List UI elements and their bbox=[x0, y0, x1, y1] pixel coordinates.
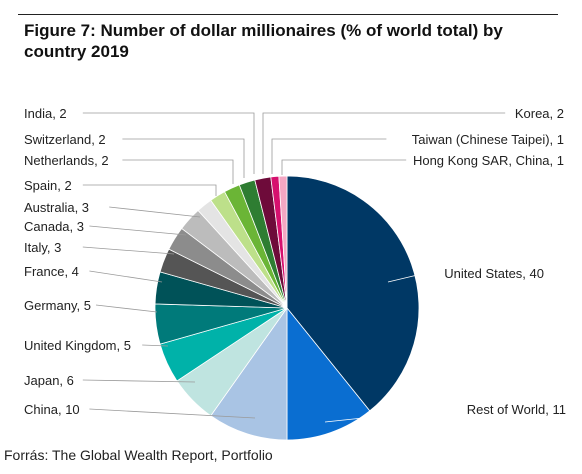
leader-germany bbox=[95, 304, 158, 313]
slice-china bbox=[210, 306, 288, 441]
source-note: Forrás: The Global Wealth Report, Portfo… bbox=[4, 447, 273, 463]
label-korea: Korea, 2 bbox=[515, 106, 564, 121]
label-india: India, 2 bbox=[24, 106, 67, 121]
leader-japan bbox=[82, 379, 196, 383]
label-canada: Canada, 3 bbox=[24, 219, 84, 234]
label-hong-kong-sar-china: Hong Kong SAR, China, 1 bbox=[413, 153, 564, 168]
label-australia: Australia, 3 bbox=[24, 200, 89, 215]
leader-korea bbox=[262, 112, 506, 174]
label-france: France, 4 bbox=[24, 264, 79, 279]
pie-slices bbox=[154, 175, 420, 441]
label-united-kingdom: United Kingdom, 5 bbox=[24, 338, 131, 353]
slice-rest-of-world bbox=[286, 306, 371, 441]
label-taiwan-chinese-taipei: Taiwan (Chinese Taipei), 1 bbox=[412, 132, 564, 147]
chart-title: Figure 7: Number of dollar millionaires … bbox=[24, 21, 503, 61]
leader-spain bbox=[82, 184, 217, 196]
leader-australia bbox=[109, 206, 201, 218]
leader-india bbox=[82, 112, 255, 174]
leader-italy bbox=[82, 246, 175, 255]
label-italy: Italy, 3 bbox=[24, 240, 61, 255]
label-netherlands: Netherlands, 2 bbox=[24, 153, 109, 168]
title-rule bbox=[18, 14, 558, 15]
label-germany: Germany, 5 bbox=[24, 298, 91, 313]
label-rest-of-world: Rest of World, 11 bbox=[467, 402, 566, 417]
leader-united-kingdom bbox=[142, 344, 169, 347]
leader-hong-kong-sar-china bbox=[281, 159, 407, 175]
leader-canada bbox=[89, 225, 187, 236]
label-switzerland: Switzerland, 2 bbox=[24, 132, 106, 147]
leader-rest-of-world bbox=[324, 408, 448, 423]
leader-switzerland bbox=[122, 138, 245, 178]
leader-taiwan-chinese-taipei bbox=[271, 138, 387, 174]
slice-hong-kong-sar-china bbox=[278, 175, 288, 309]
leader-lines bbox=[82, 112, 506, 423]
label-spain: Spain, 2 bbox=[24, 178, 72, 193]
slice-united-states bbox=[286, 175, 420, 412]
leader-france bbox=[89, 270, 163, 283]
leader-china bbox=[89, 408, 256, 419]
label-china: China, 10 bbox=[24, 402, 80, 417]
leader-united-states bbox=[387, 272, 426, 283]
leader-netherlands bbox=[122, 159, 234, 184]
label-united-states: United States, 40 bbox=[444, 266, 544, 281]
slice-labels: United States, 40 Rest of World, 11 China,… bbox=[24, 106, 566, 417]
label-japan: Japan, 6 bbox=[24, 373, 74, 388]
